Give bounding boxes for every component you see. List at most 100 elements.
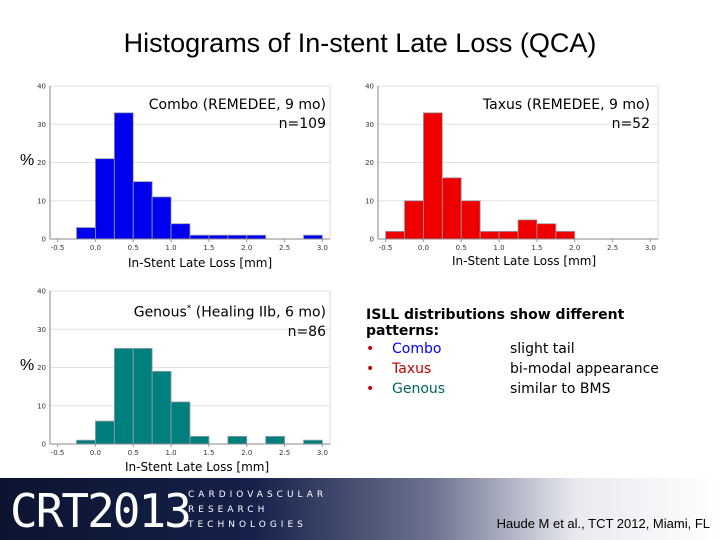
note-name: Genous <box>392 381 446 397</box>
combo-annotation: Combo (REMEDEE, 9 mo) n=109 <box>100 96 326 134</box>
y-tick-label: 10 <box>37 402 46 410</box>
y-tick-label: 20 <box>37 159 46 167</box>
histogram-bar <box>303 439 323 445</box>
histogram-bar <box>517 219 538 240</box>
histogram-bar <box>441 177 462 240</box>
note-desc: similar to BMS <box>510 381 611 397</box>
combo-annotation-n: n=109 <box>278 116 326 132</box>
y-tick-label: 0 <box>42 236 46 244</box>
x-tick-label: 1.0 <box>494 244 505 252</box>
citation: Haude M et al., TCT 2012, Miami, FL <box>496 516 710 531</box>
histogram-bar <box>479 230 500 240</box>
y-tick-label: 0 <box>370 236 374 244</box>
x-tick-label: 2.0 <box>569 244 580 252</box>
genous-annotation-name: Genous <box>133 304 187 321</box>
y-tick-label: 0 <box>42 441 46 449</box>
genous-y-axis-label: % <box>20 357 35 374</box>
histogram-bar <box>189 234 210 240</box>
x-tick-label: 2.0 <box>241 244 252 252</box>
histogram-bar <box>555 230 576 240</box>
histogram-bar <box>95 158 115 240</box>
x-tick-label: -0.5 <box>379 244 393 252</box>
x-tick-label: 3.0 <box>645 244 656 252</box>
histogram-bar <box>385 230 405 240</box>
crt-logo-words: CARDIOVASCULAR RESEARCH TECHNOLOGIES <box>188 488 327 533</box>
histogram-bar <box>189 435 210 445</box>
histogram-bar <box>227 234 248 240</box>
histogram-genous: 0 10 20 30 40 -0.5 0.0 0.5 1.0 1.5 2.0 2.5 3.0 <box>30 287 335 462</box>
note-name: Taxus <box>392 361 432 377</box>
histogram-bar <box>151 196 172 240</box>
histogram-bar <box>536 223 557 240</box>
x-tick-label: 0.5 <box>128 449 139 457</box>
note-taxus: • Taxus bi-modal appearance <box>366 361 696 381</box>
y-tick-label: 10 <box>37 197 46 205</box>
x-tick-label: -0.5 <box>51 244 65 252</box>
x-tick-label: 1.5 <box>203 449 214 457</box>
combo-y-axis-label: % <box>20 152 35 169</box>
bullet-icon: • <box>366 361 375 377</box>
y-tick-label: 20 <box>365 159 374 167</box>
note-desc: bi-modal appearance <box>510 361 659 377</box>
x-tick-label: 1.5 <box>203 244 214 252</box>
crt-logo: CRT2013 <box>10 484 192 538</box>
x-tick-label: 3.0 <box>317 244 328 252</box>
page-title: Histograms of In-stent Late Loss (QCA) <box>123 28 597 58</box>
x-tick-label: 1.0 <box>166 244 177 252</box>
genous-x-axis-label: In-Stent Late Loss [mm] <box>125 460 270 474</box>
footer-banner: CRT2013 CARDIOVASCULAR RESEARCH TECHNOLO… <box>0 478 720 540</box>
histogram-taxus-svg: 0 10 20 30 40 -0.5 0.0 0.5 1.0 1.5 2.0 2.5 3.0 <box>365 83 659 252</box>
histogram-bar <box>151 370 172 445</box>
y-tick-label: 40 <box>37 288 46 296</box>
histogram-bar <box>246 234 267 240</box>
bullet-icon: • <box>366 381 375 397</box>
taxus-x-axis-label: In-Stent Late Loss [mm] <box>452 254 597 268</box>
y-tick-label: 40 <box>37 83 46 91</box>
note-desc: slight tail <box>510 341 575 357</box>
x-tick-label: 0.5 <box>128 244 139 252</box>
x-tick-label: 3.0 <box>317 449 328 457</box>
combo-annotation-title: Combo (REMEDEE, 9 mo) <box>148 97 326 113</box>
taxus-annotation: Taxus (REMEDEE, 9 mo) n=52 <box>424 96 650 134</box>
histogram-bar <box>265 435 285 445</box>
y-tick-label: 20 <box>37 364 46 372</box>
x-tick-label: 0.0 <box>418 244 429 252</box>
histogram-bar <box>404 200 424 240</box>
genous-annotation-rest: (Healing IIb, 6 mo) <box>191 304 326 321</box>
x-tick-label: 2.0 <box>241 449 252 457</box>
histogram-taxus: 0 10 20 30 40 -0.5 0.0 0.5 1.0 1.5 2.0 2.5 3.0 <box>358 82 663 257</box>
x-tick-label: 2.5 <box>607 244 618 252</box>
logo-line: TECHNOLOGIES <box>188 520 307 530</box>
histogram-bar <box>170 401 191 445</box>
combo-x-axis-label: In-Stent Late Loss [mm] <box>128 256 273 270</box>
y-tick-label: 40 <box>365 83 374 91</box>
bullet-icon: • <box>366 341 375 357</box>
genous-annotation-n: n=86 <box>287 323 326 340</box>
y-tick-label: 30 <box>365 121 374 129</box>
histogram-combo-svg: 0 10 20 30 40 -0.5 0.0 0.5 1.0 1.5 2.0 2.5 3.0 <box>37 83 331 252</box>
genous-annotation: Genous* (Healing IIb, 6 mo) n=86 <box>100 300 326 342</box>
histogram-bar <box>303 234 323 240</box>
genous-annotation-title: Genous* (Healing IIb, 6 mo) <box>100 300 326 323</box>
taxus-annotation-n: n=52 <box>611 116 650 132</box>
histogram-bar <box>132 181 153 240</box>
histogram-bar <box>113 347 134 445</box>
x-tick-label: -0.5 <box>51 449 65 457</box>
note-combo: • Combo slight tail <box>366 341 696 361</box>
notes-heading: ISLL distributions show different patter… <box>366 307 625 339</box>
histogram-bar <box>95 420 115 445</box>
notes-panel: ISLL distributions show different patter… <box>366 307 696 401</box>
logo-line: RESEARCH <box>188 505 269 515</box>
x-tick-label: 2.5 <box>279 449 290 457</box>
histogram-bar <box>227 435 248 445</box>
x-tick-label: 0.0 <box>90 244 101 252</box>
note-genous: • Genous similar to BMS <box>366 381 696 401</box>
histogram-bar <box>132 347 153 445</box>
histogram-bar <box>170 223 191 240</box>
x-tick-label: 1.0 <box>166 449 177 457</box>
x-tick-label: 0.0 <box>90 449 101 457</box>
histogram-combo: 0 10 20 30 40 -0.5 0.0 0.5 1.0 1.5 2.0 2.5 3.0 <box>30 82 335 257</box>
note-name: Combo <box>392 341 442 357</box>
histogram-bar <box>76 439 96 445</box>
histogram-bar <box>498 230 519 240</box>
